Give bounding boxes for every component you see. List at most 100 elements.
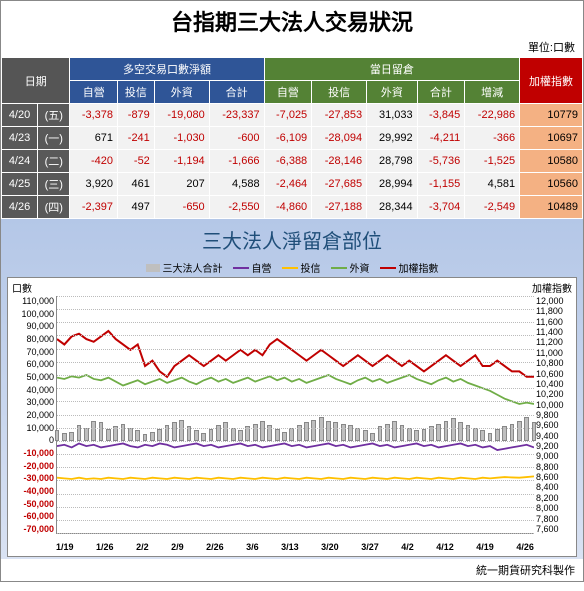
legend-item: 外資 bbox=[331, 260, 370, 275]
cell-value: -27,188 bbox=[312, 196, 367, 219]
cell-value: -2,397 bbox=[70, 196, 118, 219]
cell-value: -3,704 bbox=[417, 196, 465, 219]
cell-value: -2,464 bbox=[264, 173, 312, 196]
table-row: 4/25(三)3,9204612074,588-2,464-27,68528,9… bbox=[2, 173, 583, 196]
cell-value: -1,194 bbox=[154, 150, 209, 173]
th-oi-group: 當日留倉 bbox=[264, 58, 520, 81]
table-row: 4/24(二)-420-52-1,194-1,666-6,388-28,1462… bbox=[2, 150, 583, 173]
cell-value: -241 bbox=[118, 127, 155, 150]
chart-legend: 三大法人合計 自營 投信外資 加權指數 bbox=[7, 258, 577, 277]
legend-label: 自營 bbox=[252, 260, 272, 275]
cell-value: 3,920 bbox=[70, 173, 118, 196]
cell-value: -366 bbox=[465, 127, 520, 150]
cell-value: -6,109 bbox=[264, 127, 312, 150]
chart-area: 口數 加權指數 110,000100,00090,00080,00070,000… bbox=[7, 277, 577, 557]
legend-swatch bbox=[282, 267, 298, 269]
cell-date: 4/26 bbox=[2, 196, 38, 219]
th-sub: 合計 bbox=[209, 81, 264, 104]
cell-value: -19,080 bbox=[154, 104, 209, 127]
cell-value: -52 bbox=[118, 150, 155, 173]
cell-value: -4,860 bbox=[264, 196, 312, 219]
th-sub: 投信 bbox=[312, 81, 367, 104]
cell-weighted: 10489 bbox=[520, 196, 583, 219]
legend-item: 自營 bbox=[233, 260, 272, 275]
legend-swatch bbox=[146, 264, 160, 272]
report-container: 台指期三大法人交易狀況 單位:口數 日期 多空交易口數淨額 當日留倉 加權指數 … bbox=[0, 0, 584, 582]
cell-weekday: (四) bbox=[38, 196, 70, 219]
footer-credit: 統一期貨研究科製作 bbox=[1, 559, 583, 581]
cell-date: 4/25 bbox=[2, 173, 38, 196]
cell-value: 29,992 bbox=[367, 127, 418, 150]
cell-weighted: 10560 bbox=[520, 173, 583, 196]
th-sub: 自營 bbox=[70, 81, 118, 104]
legend-label: 投信 bbox=[301, 260, 321, 275]
cell-value: -650 bbox=[154, 196, 209, 219]
table-row: 4/20(五)-3,378-879-19,080-23,337-7,025-27… bbox=[2, 104, 583, 127]
table-row: 4/23(一)671-241-1,030-600-6,109-28,09429,… bbox=[2, 127, 583, 150]
cell-value: 461 bbox=[118, 173, 155, 196]
cell-value: -7,025 bbox=[264, 104, 312, 127]
cell-value: 28,344 bbox=[367, 196, 418, 219]
table-header: 日期 多空交易口數淨額 當日留倉 加權指數 自營投信外資合計自營投信外資合計增減 bbox=[2, 58, 583, 104]
cell-value: -28,094 bbox=[312, 127, 367, 150]
cell-value: -2,549 bbox=[465, 196, 520, 219]
main-title: 台指期三大法人交易狀況 bbox=[1, 1, 583, 39]
table-body: 4/20(五)-3,378-879-19,080-23,337-7,025 -27… bbox=[2, 104, 583, 219]
cell-value: 4,588 bbox=[209, 173, 264, 196]
th-sub: 合計 bbox=[417, 81, 465, 104]
x-axis: 1/191/262/22/92/263/63/133/203/274/24/12… bbox=[56, 542, 534, 552]
legend-swatch bbox=[331, 267, 347, 269]
cell-value: 207 bbox=[154, 173, 209, 196]
legend-swatch bbox=[233, 267, 249, 269]
cell-value: -27,685 bbox=[312, 173, 367, 196]
cell-value: -1,030 bbox=[154, 127, 209, 150]
legend-item: 加權指數 bbox=[380, 260, 439, 275]
cell-value: 31,033 bbox=[367, 104, 418, 127]
cell-value: 28,798 bbox=[367, 150, 418, 173]
chart-section: 三大法人淨留倉部位 三大法人合計自營投信外資加權指數 口數 加權指數 110,0… bbox=[1, 219, 583, 559]
cell-weighted: 10697 bbox=[520, 127, 583, 150]
th-sub: 增減 bbox=[465, 81, 520, 104]
cell-value: 671 bbox=[70, 127, 118, 150]
th-sub: 外資 bbox=[367, 81, 418, 104]
cell-value: -23,337 bbox=[209, 104, 264, 127]
legend-label: 三大法人合計 bbox=[163, 260, 223, 275]
cell-value: -420 bbox=[70, 150, 118, 173]
y-axis-right: 12,00011,80011,60011,40011,20011,00010,8… bbox=[536, 296, 574, 534]
cell-value: 497 bbox=[118, 196, 155, 219]
cell-value: -28,146 bbox=[312, 150, 367, 173]
cell-date: 4/23 bbox=[2, 127, 38, 150]
cell-value: -879 bbox=[118, 104, 155, 127]
th-date: 日期 bbox=[2, 58, 70, 104]
th-weighted: 加權指數 bbox=[520, 58, 583, 104]
cell-value: -22,986 bbox=[465, 104, 520, 127]
cell-value: -4,211 bbox=[417, 127, 465, 150]
cell-date: 4/24 bbox=[2, 150, 38, 173]
cell-weekday: (五) bbox=[38, 104, 70, 127]
y-label-right: 加權指數 bbox=[532, 280, 572, 295]
y-axis-left: 110,000100,00090,00080,00070,00060,00050… bbox=[10, 296, 54, 534]
unit-label: 單位:口數 bbox=[1, 39, 583, 57]
data-table: 日期 多空交易口數淨額 當日留倉 加權指數 自營投信外資合計自營投信外資合計增減… bbox=[1, 57, 583, 219]
cell-value: -600 bbox=[209, 127, 264, 150]
table-row: 4/26(四)-2,397497-650-2,550-4,860-27,1882… bbox=[2, 196, 583, 219]
legend-item: 投信 bbox=[282, 260, 321, 275]
cell-value: 4,581 bbox=[465, 173, 520, 196]
cell-weekday: (三) bbox=[38, 173, 70, 196]
th-sub: 外資 bbox=[154, 81, 209, 104]
th-trade-group: 多空交易口數淨額 bbox=[70, 58, 264, 81]
cell-value: -3,378 bbox=[70, 104, 118, 127]
cell-value: -1,155 bbox=[417, 173, 465, 196]
cell-value: -5,736 bbox=[417, 150, 465, 173]
y-label-left: 口數 bbox=[12, 280, 32, 295]
cell-value: -1,525 bbox=[465, 150, 520, 173]
th-sub: 自營 bbox=[264, 81, 312, 104]
plot-area bbox=[56, 296, 534, 534]
cell-weekday: (二) bbox=[38, 150, 70, 173]
cell-value: -2,550 bbox=[209, 196, 264, 219]
cell-date: 4/20 bbox=[2, 104, 38, 127]
legend-swatch bbox=[380, 267, 396, 269]
cell-value: -6,388 bbox=[264, 150, 312, 173]
legend-label: 加權指數 bbox=[399, 260, 439, 275]
cell-weighted: 10779 bbox=[520, 104, 583, 127]
